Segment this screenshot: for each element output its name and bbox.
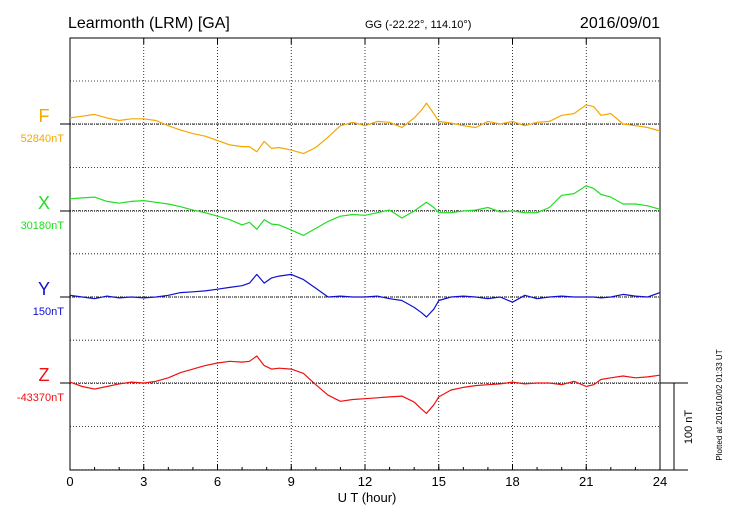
series-baseline-x: 30180nT — [21, 220, 65, 232]
station-coords: GG (-22.22°, 114.10°) — [365, 19, 471, 31]
series-line-x — [69, 185, 661, 236]
x-tick-label: 3 — [140, 474, 147, 489]
series-name-y: Y — [38, 279, 50, 299]
series-baseline-y: 150nT — [33, 306, 64, 318]
x-axis-ticks: 0 3 6 9 12 15 18 21 24 — [66, 38, 667, 489]
station-title: Learmonth (LRM) [GA] — [68, 15, 230, 32]
series-line-f — [69, 102, 661, 155]
x-tick-label: 24 — [653, 474, 667, 489]
x-tick-label: 9 — [288, 474, 295, 489]
series-name-f: F — [39, 106, 50, 126]
x-tick-label: 12 — [358, 474, 372, 489]
series-labels: F 52840nT X 30180nT Y 150nT Z -43370nT — [17, 106, 64, 404]
plotted-timestamp: Plotted at 2016/10/02 01:33 UT — [715, 349, 724, 460]
x-tick-label: 21 — [579, 474, 593, 489]
series-name-z: Z — [39, 365, 50, 385]
scale-bar-label: 100 nT — [683, 410, 695, 445]
x-tick-label: 0 — [66, 474, 73, 489]
x-tick-label: 15 — [432, 474, 446, 489]
x-axis-label: U T (hour) — [338, 490, 397, 505]
scale-bar: 100 nT — [660, 382, 695, 471]
series-baselines — [60, 123, 660, 384]
series-baseline-f: 52840nT — [21, 133, 65, 145]
x-tick-label: 6 — [214, 474, 221, 489]
chart-date: 2016/09/01 — [580, 15, 660, 32]
series-lines — [69, 102, 661, 414]
series-line-z — [69, 355, 661, 414]
series-name-x: X — [38, 193, 50, 213]
chart-grid — [70, 38, 660, 471]
series-baseline-z: -43370nT — [17, 392, 64, 404]
series-line-y — [69, 273, 661, 318]
x-tick-label: 18 — [505, 474, 519, 489]
